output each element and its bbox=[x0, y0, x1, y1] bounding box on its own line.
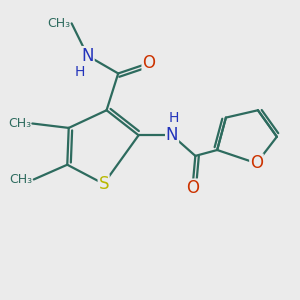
Text: CH₃: CH₃ bbox=[9, 173, 32, 186]
Text: CH₃: CH₃ bbox=[47, 17, 70, 30]
Text: H: H bbox=[168, 111, 179, 124]
Text: CH₃: CH₃ bbox=[8, 117, 31, 130]
Text: O: O bbox=[186, 179, 199, 197]
Text: H: H bbox=[74, 65, 85, 79]
Text: N: N bbox=[81, 47, 94, 65]
Text: S: S bbox=[98, 175, 109, 193]
Text: N: N bbox=[166, 126, 178, 144]
Text: O: O bbox=[142, 54, 155, 72]
Text: O: O bbox=[250, 154, 263, 172]
